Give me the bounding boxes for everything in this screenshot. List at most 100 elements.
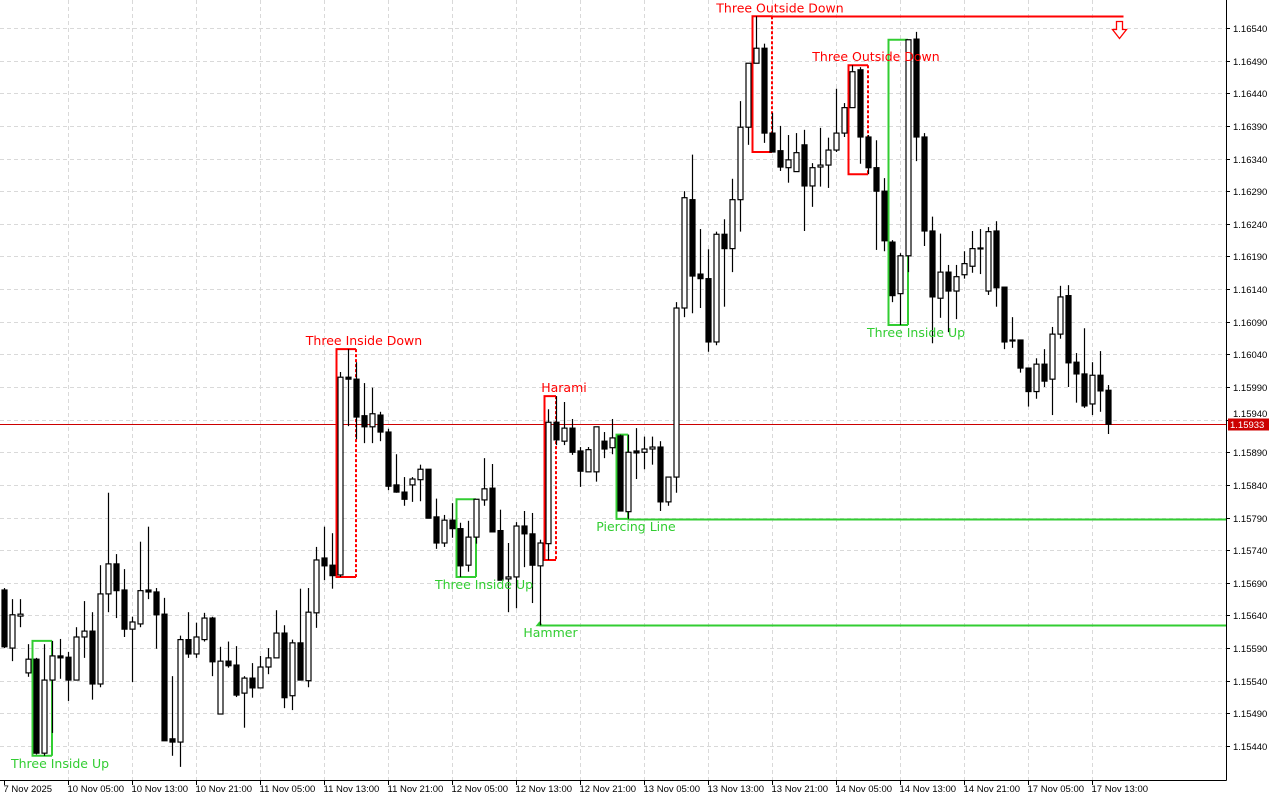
candle-body-bearish — [361, 415, 368, 428]
candle — [537, 539, 544, 626]
x-tick-label: 14 Nov 05:00 — [836, 784, 893, 795]
candle-body-bearish — [569, 427, 576, 453]
candle-body-bearish — [865, 136, 872, 169]
sell-signal-down-arrow-icon — [1111, 20, 1128, 40]
candle — [105, 492, 112, 613]
candle-body-bearish — [777, 150, 784, 168]
candle-body-bearish — [329, 564, 336, 577]
pattern-label: Three Outside Down — [811, 49, 939, 64]
candle-body-bullish — [641, 448, 648, 453]
candle — [705, 249, 712, 352]
candle — [289, 639, 296, 711]
candle — [617, 434, 624, 512]
candle — [345, 349, 352, 427]
candle-body-bullish — [201, 617, 208, 641]
candle — [129, 616, 136, 683]
candle — [9, 599, 16, 662]
x-tick-label: 12 Nov 21:00 — [580, 784, 637, 795]
candle — [113, 554, 120, 619]
candle-body-bearish — [617, 435, 624, 512]
candle — [673, 302, 680, 493]
candle-body-bullish — [1089, 374, 1096, 405]
candle-body-bearish — [657, 446, 664, 503]
candle-body-bullish — [417, 468, 424, 481]
candle — [1073, 353, 1080, 403]
candle — [249, 663, 256, 698]
pattern-level-lines — [0, 15, 1226, 627]
pattern-box-outline — [31, 639, 52, 757]
candle-body-bearish — [393, 484, 400, 493]
candle — [217, 646, 224, 715]
candle — [305, 588, 312, 688]
candle — [897, 253, 904, 325]
candle-body-bearish — [945, 271, 952, 292]
candle-body-bullish — [137, 590, 144, 625]
candle — [137, 541, 144, 628]
candle-body-bullish — [753, 47, 760, 64]
y-tick-label: 1.15990 — [1233, 383, 1267, 394]
candle-body-bullish — [177, 638, 184, 743]
candle — [689, 154, 696, 314]
candle — [1049, 326, 1056, 416]
y-tick-label: 1.16240 — [1233, 220, 1267, 231]
candle — [441, 514, 448, 547]
candle — [921, 133, 928, 247]
candle-body-bearish — [353, 378, 360, 418]
candle — [665, 476, 672, 506]
candle-body-bullish — [481, 488, 488, 501]
y-tick-label: 1.16440 — [1233, 89, 1267, 100]
candle-body-bearish — [385, 431, 392, 487]
candle-body-bullish — [793, 152, 800, 173]
candle — [569, 418, 576, 455]
candle-body-bearish — [209, 617, 216, 663]
x-tick-label: 17 Nov 05:00 — [1028, 784, 1085, 795]
candle — [817, 127, 824, 187]
x-tick-label: 12 Nov 05:00 — [452, 784, 509, 795]
y-tick-label: 1.16190 — [1233, 252, 1267, 263]
candle — [33, 657, 40, 755]
candle-body-bullish — [625, 451, 632, 513]
candle — [625, 434, 632, 519]
candle — [185, 612, 192, 658]
candle — [449, 503, 456, 538]
candle — [945, 264, 952, 333]
pattern-label: Three Inside Up — [10, 756, 109, 771]
y-tick-label: 1.15590 — [1233, 644, 1267, 655]
y-tick-label: 1.15690 — [1233, 579, 1267, 590]
candle-body-bearish — [321, 557, 328, 567]
y-tick-label: 1.16090 — [1233, 318, 1267, 329]
candle — [953, 264, 960, 320]
candle — [1001, 286, 1008, 350]
candle — [969, 230, 976, 273]
candle-body-bearish — [721, 233, 728, 250]
y-tick-label: 1.16390 — [1233, 122, 1267, 133]
candle — [961, 251, 968, 279]
candle — [865, 135, 872, 175]
candle-body-bullish — [713, 233, 720, 343]
x-tick-label: 12 Nov 13:00 — [516, 784, 573, 795]
candle-body-bearish — [1041, 363, 1048, 382]
x-tick-label: 11 Nov 21:00 — [388, 784, 444, 795]
candle-body-bearish — [697, 273, 704, 280]
candle — [929, 216, 936, 344]
candle-body-bullish — [849, 71, 856, 109]
candle — [721, 219, 728, 307]
candle-body-bullish — [817, 164, 824, 168]
candle — [521, 511, 528, 568]
candle — [649, 436, 656, 465]
candle — [633, 428, 640, 480]
candle-body-bullish — [313, 559, 320, 614]
candle-body-bearish — [153, 591, 160, 616]
candle-body-bullish — [1057, 296, 1064, 335]
y-tick-label: 1.16340 — [1233, 155, 1267, 166]
y-tick-label: 1.16040 — [1233, 350, 1267, 361]
candle — [697, 229, 704, 309]
candle — [425, 468, 432, 519]
pattern-box-outline — [615, 433, 628, 520]
y-tick-label: 1.15940 — [1233, 409, 1267, 420]
candle — [497, 509, 504, 581]
x-tick-label: 17 Nov 13:00 — [1092, 784, 1149, 795]
pattern-box-outline — [847, 64, 868, 176]
candle — [41, 644, 48, 756]
